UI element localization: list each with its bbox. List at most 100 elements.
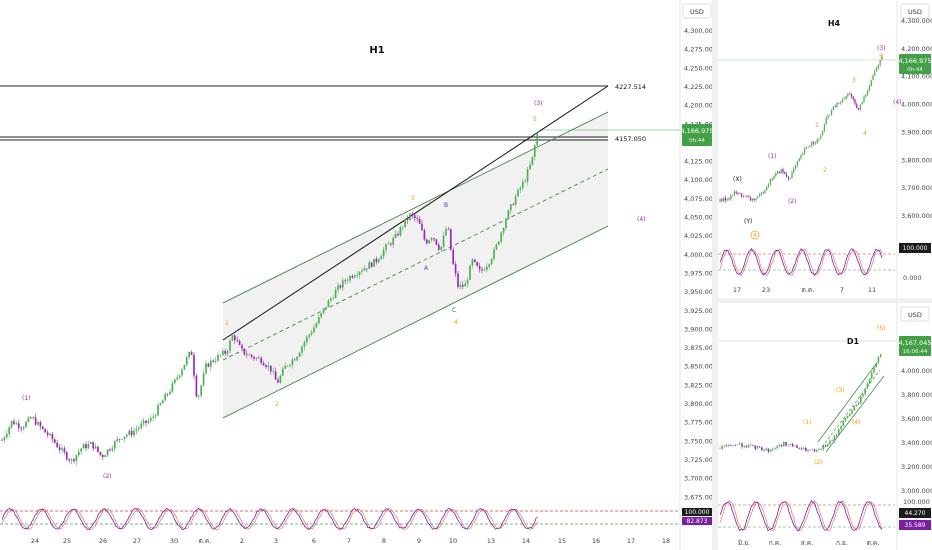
d1-y-tick: 3,000.000 [901,487,932,495]
h4-candle [865,94,867,97]
h1-x-tick: 24 [31,537,39,545]
d1-candle [747,445,750,448]
h1-candle [440,246,443,250]
h4-candle [850,93,853,97]
h4-candle [764,190,766,193]
h4-currency-badge[interactable] [900,3,930,19]
h1-candle [188,351,191,358]
h4-osc-value: 100.000 [903,245,928,252]
h4-candle [753,198,755,200]
h1-candle [229,340,231,351]
h4-candle [856,103,858,109]
h4-chart-panel[interactable]: 4,300.000 4,200.000 4,100.000 4,000.000 3,90… [718,0,932,298]
h4-x-tick: 7 [840,286,844,294]
h1-osc-badge-2 [682,517,712,525]
h1-candle [73,459,75,462]
h1-y-tick: 4,050.000 [684,214,717,222]
h1-candle [406,218,409,220]
d1-candle [805,448,807,451]
h1-candle [392,237,395,245]
d1-candle [851,410,853,414]
h1-candle [80,448,83,452]
d1-candle [787,444,789,446]
d1-candle [758,446,761,448]
h4-x-tick: ต.ค. [802,286,815,294]
h1-candle [265,365,267,368]
h4-y-tick: 4,100.000 [901,73,932,81]
h1-candle [140,423,143,428]
h1-candle [281,368,284,376]
h1-candle [476,261,479,267]
d1-candle [774,448,776,449]
h4-candle [722,197,725,201]
h1-candle [344,280,347,281]
h4-candle [744,195,746,197]
h4-subwave-1: 1 [815,122,819,129]
h4-candle [881,55,883,60]
h1-candle [524,181,527,183]
h1-candle [17,423,20,429]
h4-candle [719,199,721,202]
h1-candle [106,449,109,456]
h1-candle [454,264,457,274]
h1-candle [317,317,320,324]
h4-candle [773,176,775,180]
h1-candle [159,403,162,406]
h1-candle [219,354,222,356]
h1-background [0,0,712,550]
h4-candle [782,169,784,173]
h1-candle [20,428,23,429]
h4-candle [870,80,872,86]
h1-candle [339,285,342,288]
h1-candle [346,280,349,282]
d1-candle [853,406,855,411]
d1-candle [818,449,820,450]
h1-candle [118,439,121,440]
h4-candle [805,147,808,149]
h4-candle [863,96,865,102]
d1-currency-badge[interactable] [900,306,930,322]
h1-candle [109,449,111,451]
h4-candle [820,135,822,139]
h1-candle [447,228,450,230]
h1-candle [308,334,311,337]
h1-candle [500,232,503,242]
h1-candle [320,312,323,318]
h1-candle [49,433,51,436]
h1-candle [353,275,356,278]
h1-x-tick: 16 [592,537,600,545]
d1-candle [802,448,805,450]
h1-candle [10,421,13,428]
h4-candle [854,99,856,104]
d1-chart-panel[interactable]: 4,000.000 3,800.000 3,600.000 3,400.000 3,20… [718,303,932,550]
h1-candle [459,284,462,287]
h4-candle [812,141,815,144]
h1-candle [173,379,176,384]
h4-candle [760,192,763,195]
d1-candle [789,444,792,445]
h1-candle [457,273,459,287]
h1-candle [430,238,433,241]
panel-divider-vertical[interactable] [712,0,718,550]
panel-divider-horizontal[interactable] [718,298,932,303]
h1-currency-badge[interactable] [682,3,712,19]
h1-candle [401,226,404,228]
h4-candle [825,117,827,125]
h1-candle [197,395,200,397]
h1-y-ticks: 4,300.000 4,275.000 4,250.000 4,225.000 4,20… [684,27,717,501]
h4-candle [785,174,788,177]
h1-candle [471,259,474,266]
h1-candle [269,365,272,372]
d1-candle [873,367,875,373]
d1-wave-1: (1) [803,419,812,426]
h4-wave-y: (Y) [744,218,752,225]
h1-candle [298,352,301,357]
h1-chart-panel[interactable]: 4,300.000 4,275.000 4,250.000 4,225.000 4,20… [0,0,717,550]
h1-candle [389,243,392,245]
h4-candle [758,194,761,197]
h4-x-tick: 17 [733,286,741,294]
h1-candle [169,391,171,395]
d1-candle [732,445,734,447]
d1-osc-value-1: 44.270 [905,510,926,517]
h1-candle [442,235,445,247]
